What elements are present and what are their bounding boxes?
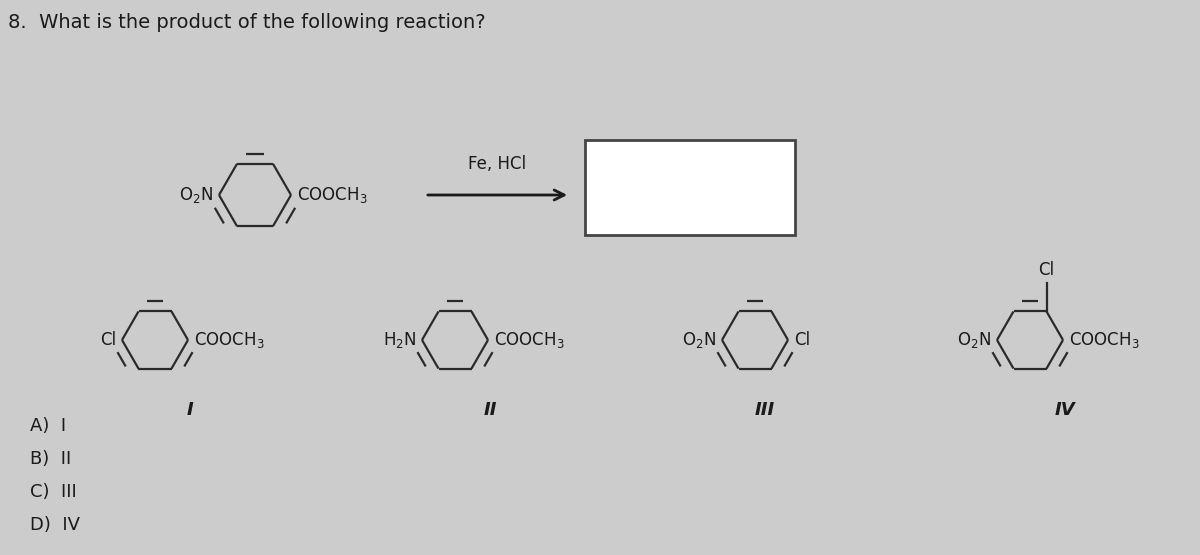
Text: D)  IV: D) IV (30, 516, 80, 534)
Text: COOCH$_3$: COOCH$_3$ (298, 185, 367, 205)
Text: IV: IV (1055, 401, 1075, 419)
Text: 8.  What is the product of the following reaction?: 8. What is the product of the following … (8, 13, 486, 32)
Text: II: II (484, 401, 497, 419)
Text: O$_2$N: O$_2$N (682, 330, 716, 350)
Text: Cl: Cl (100, 331, 116, 349)
Text: A)  I: A) I (30, 417, 66, 435)
Text: H$_2$N: H$_2$N (383, 330, 416, 350)
Text: O$_2$N: O$_2$N (179, 185, 214, 205)
Text: III: III (755, 401, 775, 419)
Text: COOCH$_3$: COOCH$_3$ (194, 330, 264, 350)
Text: COOCH$_3$: COOCH$_3$ (1069, 330, 1140, 350)
Text: O$_2$N: O$_2$N (958, 330, 991, 350)
Text: Cl: Cl (1038, 261, 1055, 279)
Bar (586, 140, 796, 235)
Text: Fe, HCl: Fe, HCl (468, 155, 527, 173)
Text: Cl: Cl (794, 331, 810, 349)
Text: I: I (187, 401, 193, 419)
Text: B)  II: B) II (30, 450, 71, 468)
Text: COOCH$_3$: COOCH$_3$ (494, 330, 564, 350)
Text: C)  III: C) III (30, 483, 77, 501)
